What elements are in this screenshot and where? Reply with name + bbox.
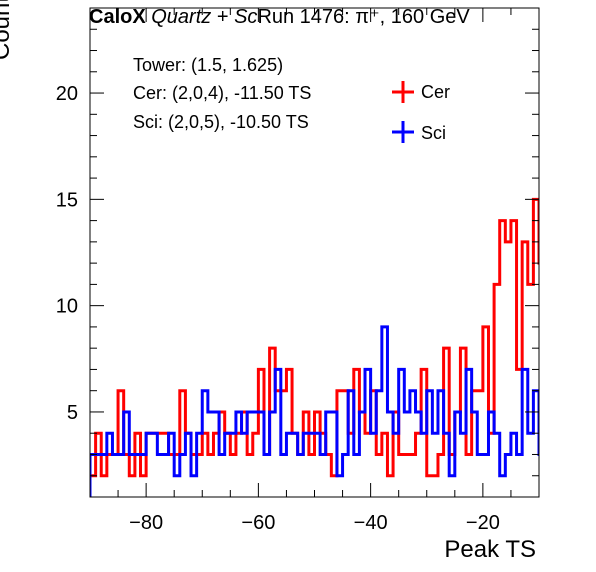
y-tick-label: 15 [56,189,78,211]
run-label: Run 1476: [257,6,350,28]
series-sci-line [90,325,539,497]
brand-label: CaloX [89,6,146,28]
particle-label: π⁺, 160 GeV [355,6,470,28]
x-tick-label: −40 [354,512,388,534]
legend-label-sci: Sci [421,123,447,143]
x-axis-label: Peak TS [444,536,536,563]
series-cer-line [90,197,539,497]
x-tick-label: −20 [466,512,500,534]
legend-label-cer: Cer [421,82,451,102]
chart-header: CaloX Quartz + ScRun 1476: π⁺, 160 GeV [89,4,470,29]
detector-b-label: Sc [234,6,258,28]
y-tick-label: 10 [56,296,78,318]
tower-info: Tower: (1.5, 1.625) [133,55,284,75]
cer-info: Cer: (2,0,4), -11.50 TS [133,83,312,103]
plus-label: + [216,6,229,28]
y-tick-label: 20 [56,83,78,105]
y-axis-label: Counts [0,0,15,60]
detector-a-label: Quartz [151,6,212,28]
sci-info: Sci: (2,0,5), -10.50 TS [133,112,309,132]
x-tick-label: −60 [241,512,275,534]
x-tick-label: −80 [129,512,163,534]
y-tick-label: 5 [67,402,78,424]
